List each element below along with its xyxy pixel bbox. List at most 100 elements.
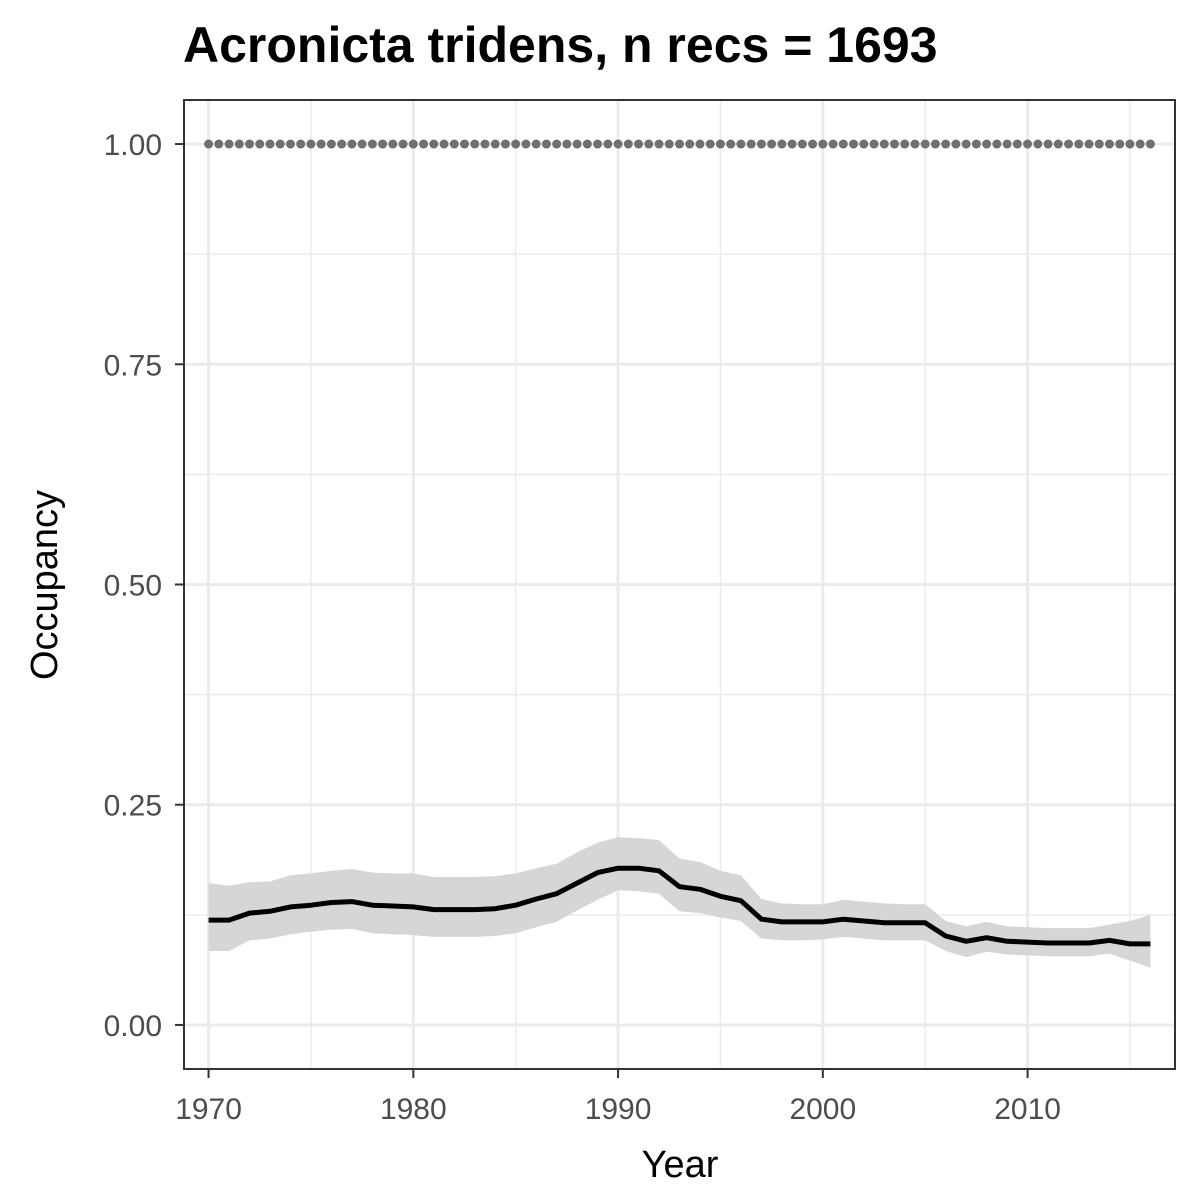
y-tick-label: 0.75 [104,349,162,382]
x-axis-ticks: 1970 1980 1990 2000 2010 [175,1069,1061,1126]
occupancy-trend-line [208,865,1151,947]
x-tick-label: 1970 [175,1093,242,1126]
occupancy-dot [357,139,367,149]
occupancy-dot [1135,139,1145,149]
occupancy-dot [910,139,920,149]
occupancy-dot [1064,139,1074,149]
occupancy-dot [347,139,357,149]
occupancy-dot [1145,139,1155,149]
occupancy-dot [265,139,275,149]
occupancy-dot [419,139,429,149]
occupancy-dot [541,139,551,149]
occupancy-dot [767,139,777,149]
occupancy-dot [449,139,459,149]
occupancy-dot [224,139,234,149]
occupancy-dot [398,139,408,149]
y-tick-label: 0.00 [104,1010,162,1043]
x-tick-label: 1980 [380,1093,447,1126]
occupancy-dot [1033,139,1043,149]
occupancy-dot [603,139,613,149]
occupancy-dot [859,139,869,149]
occupancy-dot [1125,139,1135,149]
occupancy-dot [726,139,736,149]
occupancy-dot [552,139,562,149]
occupancy-dot [695,139,705,149]
x-tick-label: 2000 [789,1093,856,1126]
occupancy-dot [490,139,500,149]
occupancy-dot [562,139,572,149]
y-tick-label: 0.50 [104,570,162,603]
occupancy-dot [982,139,992,149]
occupancy-dot [255,139,265,149]
occupancy-dot [838,139,848,149]
confidence-ribbon [208,837,1151,968]
occupancy-dot [234,139,244,149]
occupancy-dot [500,139,510,149]
occupancy-dot [1043,139,1053,149]
occupancy-dot [777,139,787,149]
occupancy-dot [1002,139,1012,149]
occupancy-dot [1104,139,1114,149]
occupancy-dot [408,139,418,149]
occupancy-dot [818,139,828,149]
occupancy-dot [797,139,807,149]
y-tick-label: 1.00 [104,129,162,162]
occupancy-dot [593,139,603,149]
occupancy-dot [439,139,449,149]
occupancy-dot [1023,139,1033,149]
occupancy-dot [521,139,531,149]
occupancy-dot [204,139,214,149]
y-axis-title: Occupancy [24,490,66,680]
occupancy-dot [1115,139,1125,149]
occupancy-dot [951,139,961,149]
occupancy-dot [326,139,336,149]
occupancy-dot [828,139,838,149]
occupancy-dot [849,139,859,149]
occupancy-dot [705,139,715,149]
occupancy-dot [634,139,644,149]
occupancy-dot [378,139,388,149]
occupancy-dot [808,139,818,149]
occupancy-dots [204,139,1155,149]
occupancy-dot [889,139,899,149]
occupancy-dot [1084,139,1094,149]
chart-title: Acronicta tridens, n recs = 1693 [183,17,938,73]
occupancy-dot [920,139,930,149]
occupancy-dot [900,139,910,149]
occupancy-dot [664,139,674,149]
occupancy-dot [941,139,951,149]
x-tick-label: 1990 [585,1093,652,1126]
occupancy-dot [736,139,746,149]
occupancy-dot [961,139,971,149]
occupancy-dot [623,139,633,149]
occupancy-dot [470,139,480,149]
occupancy-dot [675,139,684,149]
occupancy-dot [306,139,316,149]
occupancy-dot [480,139,490,149]
occupancy-dot [992,139,1002,149]
x-tick-label: 2010 [994,1093,1061,1126]
occupancy-dot [787,139,797,149]
occupancy-dot [654,139,664,149]
occupancy-dot [685,139,695,149]
occupancy-dot [572,139,582,149]
occupancy-dot [582,139,592,149]
occupancy-dot [285,139,295,149]
occupancy-dot [388,139,398,149]
occupancy-dot [296,139,306,149]
occupancy-dot [429,139,439,149]
occupancy-dot [245,139,255,149]
occupancy-dot [275,139,285,149]
y-tick-label: 0.25 [104,790,162,823]
occupancy-dot [316,139,326,149]
occupancy-dot [756,139,766,149]
occupancy-dot [971,139,981,149]
occupancy-dot [1053,139,1063,149]
occupancy-dot [337,139,347,149]
occupancy-dot [460,139,470,149]
occupancy-dot [367,139,377,149]
occupancy-dot [511,139,521,149]
occupancy-dot [214,139,224,149]
